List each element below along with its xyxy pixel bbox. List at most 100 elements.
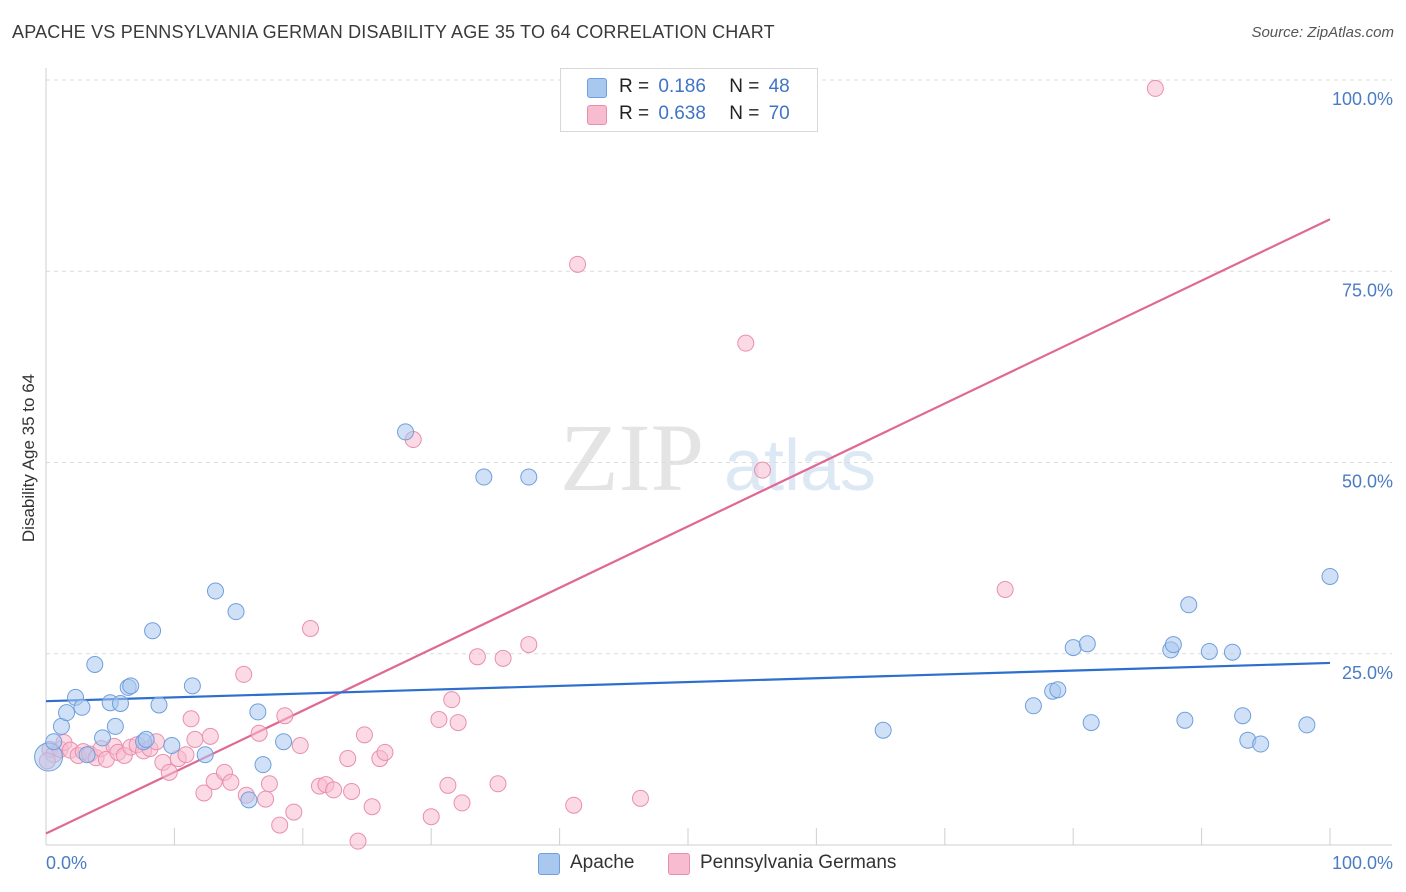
pennsylvania-point-47 bbox=[363, 798, 381, 816]
apache-point-23 bbox=[240, 791, 258, 809]
pennsylvania-point-53 bbox=[439, 776, 457, 794]
apache-point-1 bbox=[45, 733, 63, 751]
apache-point-15 bbox=[137, 730, 155, 748]
apache-point-29 bbox=[520, 468, 538, 486]
apache-legend-label: Apache bbox=[570, 852, 635, 873]
apache-point-19 bbox=[183, 677, 201, 695]
stats-legend: R = 0.186 N = 48 R = 0.638 N = 70 bbox=[560, 68, 818, 132]
pennsylvania-legend-swatch bbox=[668, 853, 690, 875]
pennsylvania-point-37 bbox=[285, 803, 303, 821]
apache-legend-swatch bbox=[538, 853, 560, 875]
apache-n-value: 48 bbox=[768, 76, 790, 97]
grid-lines bbox=[46, 79, 1392, 655]
apache-point-8 bbox=[93, 729, 111, 747]
pennsylvania-point-30 bbox=[235, 665, 253, 683]
apache-point-26 bbox=[275, 733, 293, 751]
apache-point-31 bbox=[1024, 697, 1042, 715]
y-tick-label-25: 25.0% bbox=[1342, 663, 1393, 683]
apache-point-17 bbox=[150, 696, 168, 714]
pennsylvania-point-58 bbox=[489, 775, 507, 793]
pennsylvania-point-24 bbox=[186, 730, 204, 748]
apache-point-34 bbox=[1064, 639, 1082, 657]
pennsylvania-point-66 bbox=[753, 461, 771, 479]
pennsylvania-n-label: N = bbox=[729, 103, 760, 124]
pennsylvania-swatch bbox=[587, 105, 607, 125]
apache-point-47 bbox=[1321, 567, 1339, 585]
pennsylvania-point-32 bbox=[250, 724, 268, 742]
x-tick-label-min: 0.0% bbox=[46, 853, 87, 873]
pennsylvania-point-60 bbox=[520, 636, 538, 654]
pennsylvania-point-59 bbox=[494, 649, 512, 667]
apache-point-27 bbox=[397, 423, 415, 441]
pennsylvania-point-43 bbox=[339, 750, 357, 768]
watermark-atlas: atlas bbox=[724, 426, 876, 506]
pennsylvania-point-51 bbox=[422, 808, 440, 826]
apache-point-25 bbox=[254, 756, 272, 774]
apache-point-5 bbox=[73, 698, 91, 716]
pennsylvania-point-55 bbox=[449, 714, 467, 732]
pennsylvania-point-42 bbox=[325, 781, 343, 799]
y-axis-label: Disability Age 35 to 64 bbox=[19, 374, 38, 542]
pennsylvania-point-33 bbox=[257, 790, 275, 808]
apache-r-value: 0.186 bbox=[658, 76, 706, 97]
pennsylvania-point-20 bbox=[160, 763, 178, 781]
apache-point-46 bbox=[1298, 716, 1316, 734]
pennsylvania-trend-line bbox=[45, 218, 1331, 835]
apache-point-36 bbox=[1082, 714, 1100, 732]
watermark-zip: ZIP bbox=[560, 404, 704, 511]
source-credit: Source: ZipAtlas.com bbox=[1251, 24, 1394, 41]
pennsylvania-point-38 bbox=[291, 737, 309, 755]
pennsylvania-point-56 bbox=[453, 794, 471, 812]
apache-point-40 bbox=[1180, 596, 1198, 614]
pennsylvania-point-57 bbox=[468, 648, 486, 666]
apache-point-38 bbox=[1164, 636, 1182, 654]
y-tick-label-100: 100.0% bbox=[1332, 89, 1393, 109]
y-tick-label-50: 50.0% bbox=[1342, 472, 1393, 492]
apache-point-6 bbox=[78, 746, 96, 764]
pennsylvania-point-36 bbox=[276, 707, 294, 725]
apache-n-label: N = bbox=[729, 76, 760, 97]
pennsylvania-point-25 bbox=[195, 784, 213, 802]
apache-point-43 bbox=[1234, 707, 1252, 725]
pennsylvania-point-68 bbox=[1146, 79, 1164, 97]
pennsylvania-point-22 bbox=[177, 746, 195, 764]
apache-r-label: R = bbox=[619, 76, 650, 97]
pennsylvania-point-49 bbox=[376, 743, 394, 761]
apache-point-35 bbox=[1078, 635, 1096, 653]
x-tick-label-max: 100.0% bbox=[1332, 853, 1393, 873]
apache-point-16 bbox=[144, 622, 162, 640]
apache-point-3 bbox=[58, 704, 76, 722]
apache-point-18 bbox=[163, 737, 181, 755]
apache-point-20 bbox=[196, 746, 214, 764]
apache-point-22 bbox=[227, 603, 245, 621]
apache-point-41 bbox=[1200, 642, 1218, 660]
apache-point-33 bbox=[1049, 681, 1067, 699]
pennsylvania-point-62 bbox=[569, 255, 587, 273]
pennsylvania-point-26 bbox=[201, 727, 219, 745]
apache-point-30 bbox=[874, 721, 892, 739]
pennsylvania-point-34 bbox=[260, 775, 278, 793]
pennsylvania-point-54 bbox=[443, 691, 461, 709]
pennsylvania-point-23 bbox=[182, 710, 200, 728]
pennsylvania-point-67 bbox=[996, 580, 1014, 598]
apache-point-7 bbox=[86, 655, 104, 673]
apache-point-28 bbox=[475, 468, 493, 486]
apache-point-10 bbox=[106, 717, 124, 735]
pennsylvania-n-value: 70 bbox=[768, 103, 790, 124]
pennsylvania-point-61 bbox=[565, 796, 583, 814]
pennsylvania-point-52 bbox=[430, 711, 448, 729]
pennsylvania-points bbox=[38, 79, 1164, 850]
pennsylvania-point-44 bbox=[343, 782, 361, 800]
trend-lines bbox=[45, 218, 1331, 835]
pennsylvania-point-63 bbox=[631, 789, 649, 807]
pennsylvania-r-value: 0.638 bbox=[658, 103, 706, 124]
apache-swatch bbox=[587, 78, 607, 98]
axes bbox=[45, 68, 1392, 846]
chart-title: APACHE VS PENNSYLVANIA GERMAN DISABILITY… bbox=[12, 22, 775, 42]
pennsylvania-point-65 bbox=[737, 334, 755, 352]
apache-point-13 bbox=[122, 677, 140, 695]
apache-trend-line bbox=[45, 661, 1331, 703]
apache-point-24 bbox=[249, 703, 267, 721]
tick-labels: 25.0% 50.0% 75.0% 100.0% 0.0% 100.0% bbox=[46, 89, 1393, 873]
